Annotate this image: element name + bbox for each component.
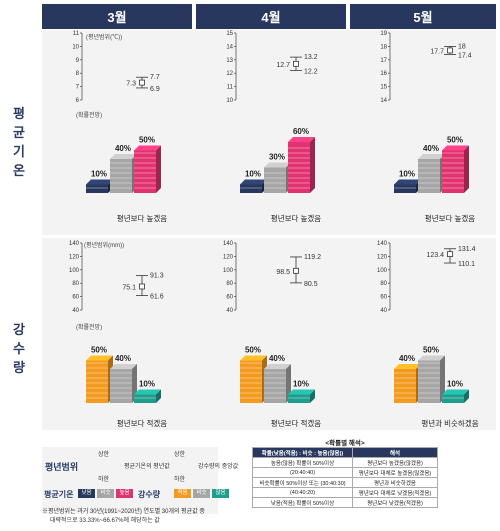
table-cell: 평년보다 대체로 낮겠음(적겠음) <box>352 487 438 498</box>
temp-range-note: (평년범위(℃)) <box>86 35 123 41</box>
row-label-temperature-2: 균 <box>13 125 25 140</box>
table-header-row: 확률(낮음(적음) : 비슷 : 높음(많음)) 해석 <box>252 447 438 458</box>
table-head-interp: 해석 <box>352 447 438 458</box>
table-cell: 평년보다 낮겠음(적겠음) <box>352 497 438 508</box>
table-cell: (20:40:40) <box>252 467 353 478</box>
table-cell: 평년보다 높겠음(많겠음) <box>352 457 438 468</box>
row-label-precipitation-3: 량 <box>13 360 25 375</box>
table-cell: 비슷확률이 50%이상 또는 (30:40:30) <box>252 477 353 488</box>
legend-temp-high-swatch: 높음 <box>116 489 133 498</box>
precip-panel <box>42 238 496 430</box>
legend-temp-upper: 상한 <box>98 452 110 458</box>
legend-precip-lower: 하한 <box>174 477 186 483</box>
legend-precip-more-swatch: 많음 <box>212 489 229 498</box>
row-label-precipitation-1: 강 <box>13 322 25 337</box>
month-header-mar: 3월 <box>42 4 192 29</box>
legend-temp-lower: 하한 <box>98 477 110 483</box>
legend-range-title: 평년범위 <box>45 462 79 472</box>
table-row: (40:40:20) 평년보다 대체로 낮겠음(적겠음) <box>252 487 438 498</box>
table-row: 낮음(적음) 확률이 50%이상 평년보다 낮겠음(적겠음) <box>252 497 438 508</box>
table-title: <확률별 해석> <box>325 440 365 447</box>
table-cell: (40:40:20) <box>252 487 353 498</box>
table-row: (20:40:40) 평년보다 대체로 높겠음(많겠음) <box>252 467 438 478</box>
precip-caption-apr: 평년보다 적겠음 <box>270 419 322 428</box>
row-label-precipitation: 강 수 량 <box>8 320 30 377</box>
legend-box <box>42 447 218 514</box>
month-header-apr: 4월 <box>196 4 346 29</box>
legend-temp-similar-swatch: 비슷 <box>97 489 114 498</box>
legend-precip-mid: 강수량의 중앙값 <box>198 464 239 470</box>
table-cell: 높음(많음) 확률이 50%이상 <box>252 457 353 468</box>
interpretation-table: 확률(낮음(적음) : 비슷 : 높음(많음)) 해석 높음(많음) 확률이 5… <box>252 447 438 508</box>
legend-temp-title: 평균기온 <box>44 490 74 499</box>
precip-prob-note: (확률전망) <box>76 325 103 331</box>
temp-caption-mar: 평년보다 높겠음 <box>116 214 168 223</box>
row-label-temperature-4: 온 <box>13 163 25 178</box>
table-cell: 낮음(적음) 확률이 50%이상 <box>252 497 353 508</box>
footnote-line-1: ※평년범위는 과거 30년(1991~2020년) 연도별 30개의 평균값 중 <box>42 509 205 515</box>
row-label-temperature-1: 평 <box>13 106 25 121</box>
precip-range-note: (평년범위(mm)) <box>84 243 125 249</box>
table-cell: 평년과 비슷하겠음 <box>352 477 438 488</box>
temp-caption-may: 평년보다 높겠음 <box>424 214 476 223</box>
legend-precip-less-swatch: 적음 <box>174 489 191 498</box>
row-label-temperature-3: 기 <box>13 144 25 159</box>
table-row: 높음(많음) 확률이 50%이상 평년보다 높겠음(많겠음) <box>252 457 438 468</box>
precip-caption-mar: 평년보다 적겠음 <box>116 419 168 428</box>
temp-prob-note: (확률전망) <box>76 113 103 119</box>
row-label-precipitation-2: 수 <box>13 341 25 356</box>
table-cell: 평년보다 대체로 높겠음(많겠음) <box>352 467 438 478</box>
temp-panel <box>42 30 496 235</box>
legend-precip-similar-swatch: 비슷 <box>193 489 210 498</box>
table-row: 비슷확률이 50%이상 또는 (30:40:30) 평년과 비슷하겠음 <box>252 477 438 488</box>
temp-caption-apr: 평년보다 높겠음 <box>270 214 322 223</box>
footnote-line-2: 대략적으로 33.33%~66.67%에 해당하는 값 <box>50 518 160 524</box>
precip-caption-may: 평년과 비슷하겠음 <box>421 419 479 428</box>
legend-temp-mid: 평균기온의 평년값 <box>124 464 170 470</box>
row-label-temperature: 평 균 기 온 <box>8 104 30 180</box>
legend-precip-title: 강수량 <box>138 490 161 499</box>
month-header-may: 5월 <box>350 4 496 29</box>
legend-precip-upper: 상한 <box>174 452 186 458</box>
table-head-prob: 확률(낮음(적음) : 비슷 : 높음(많음)) <box>252 447 353 458</box>
legend-temp-low-swatch: 낮음 <box>78 489 95 498</box>
